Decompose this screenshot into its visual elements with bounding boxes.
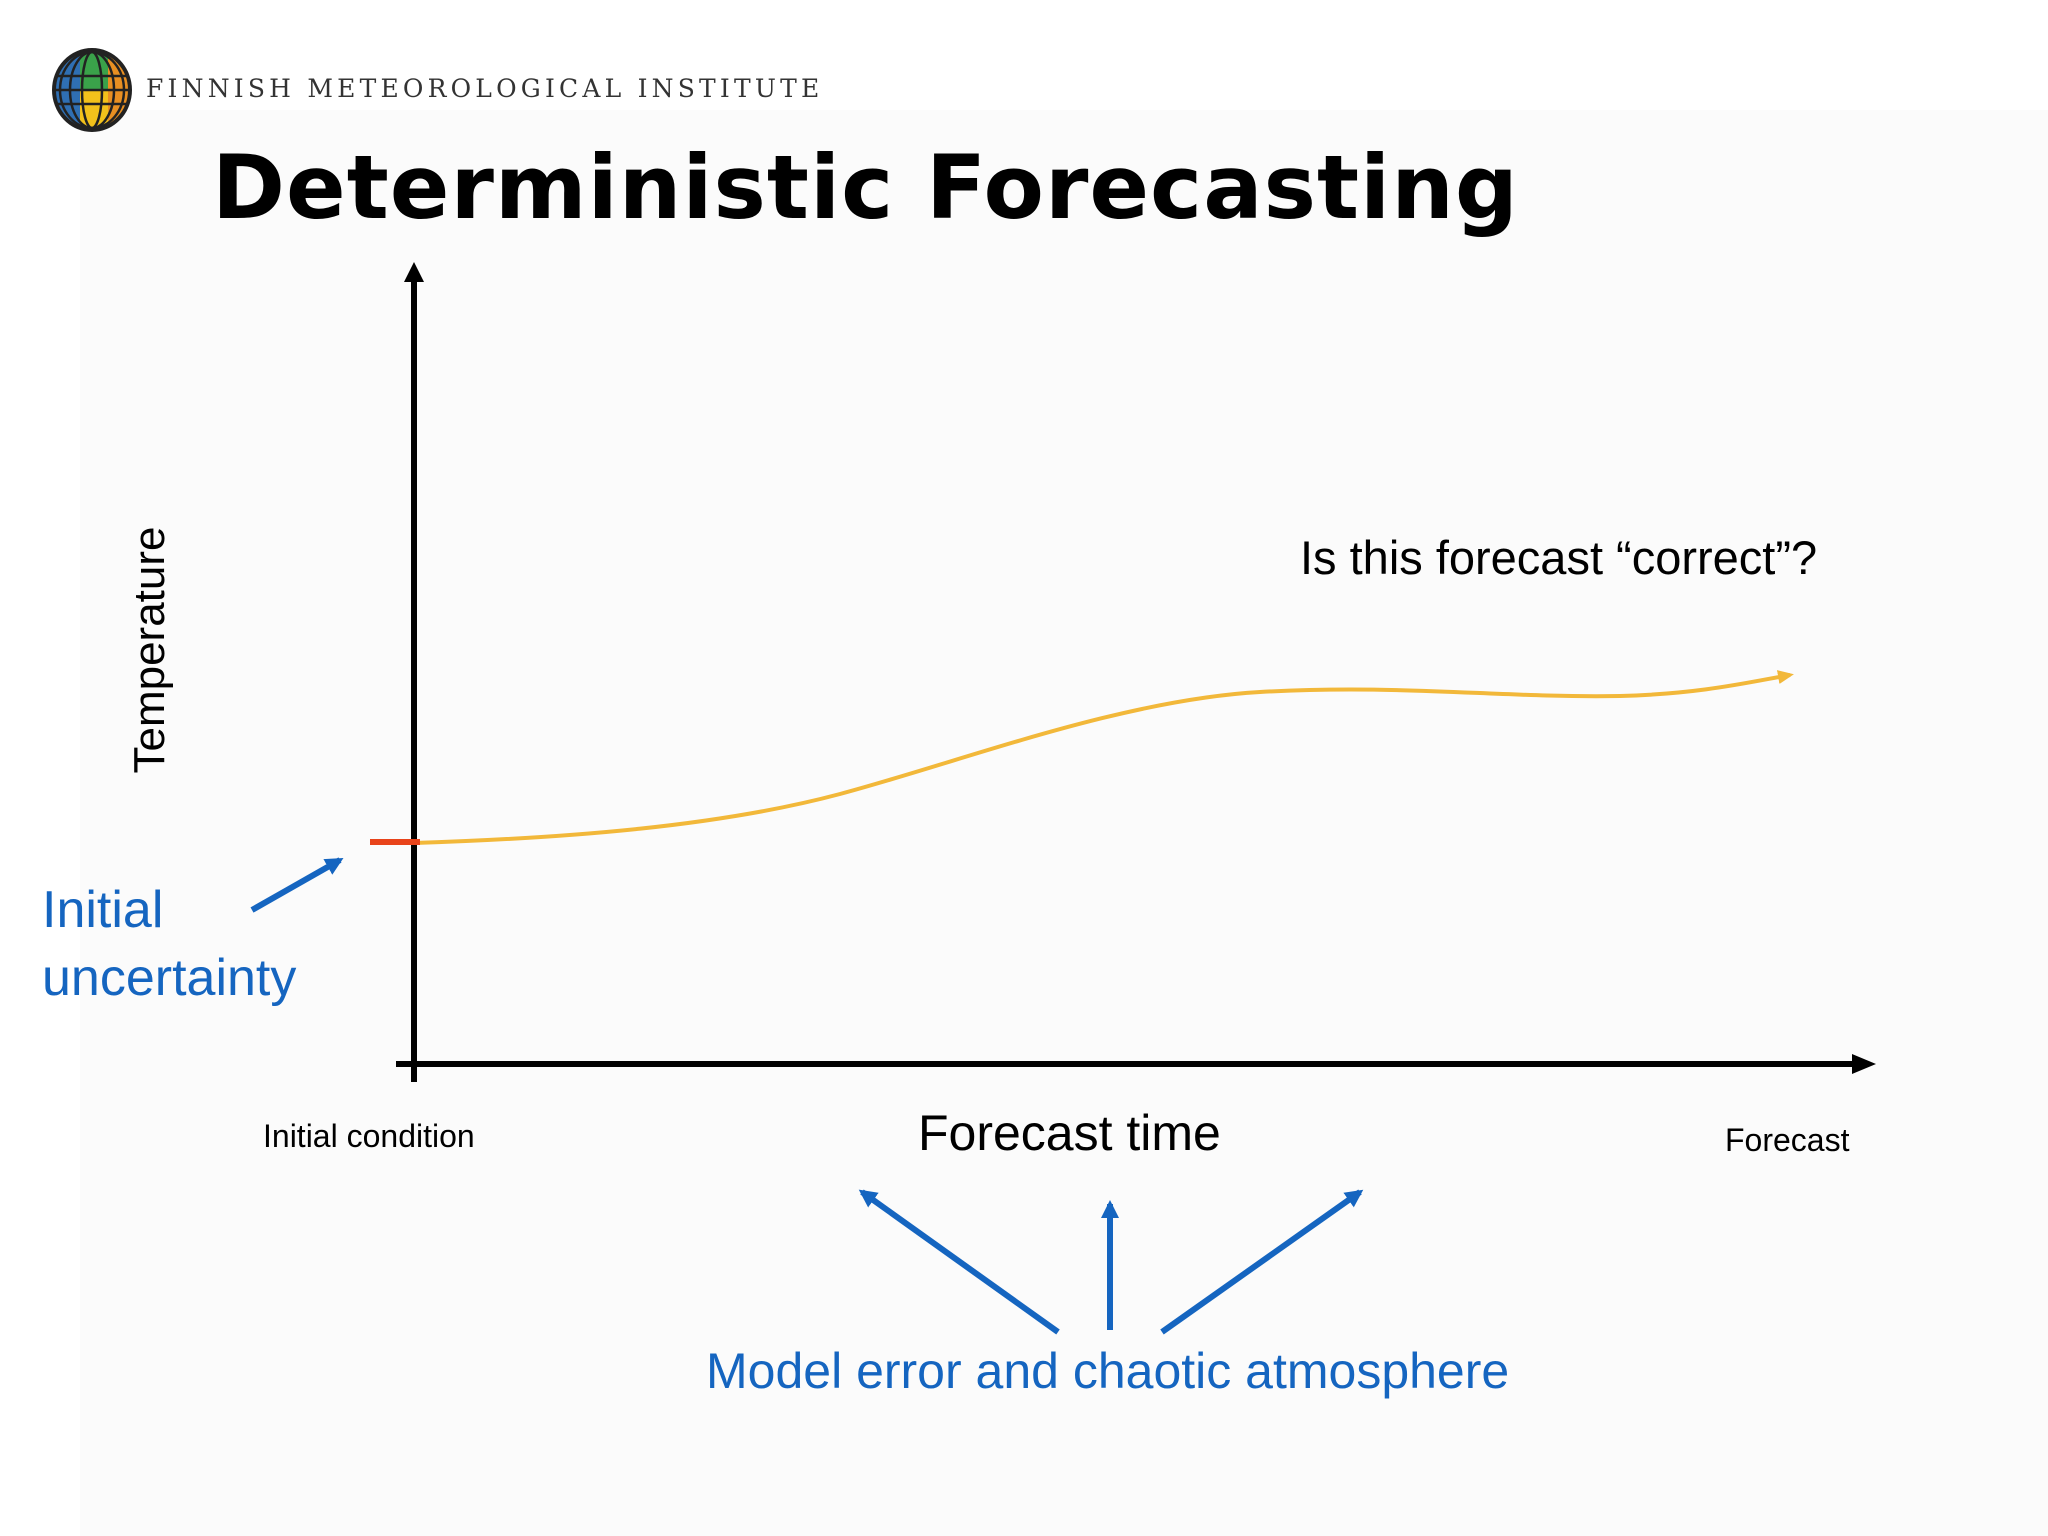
y-axis-arrowhead-icon [404,262,424,282]
forecast-curve [413,670,1794,845]
page-title: Deterministic Forecasting [212,136,1519,239]
initial-uncertainty-line-2: uncertainty [42,949,297,1007]
x-start-label: Initial condition [263,1118,475,1154]
initial-uncertainty-label: Initial uncertainty [42,876,296,1012]
organization-name: FINNISH METEOROLOGICAL INSTITUTE [146,74,824,103]
forecast-question: Is this forecast “correct”? [1300,531,1818,584]
initial-uncertainty-arrow [250,857,344,913]
x-axis-label: Forecast time [918,1105,1221,1161]
model-error-label: Model error and chaotic atmosphere [706,1343,1510,1399]
initial-uncertainty-line-1: Initial [42,881,164,939]
slide-background [80,110,2048,1536]
model-error-arrow-right [1160,1189,1364,1335]
model-error-arrow-left [858,1189,1060,1335]
fmi-logo-icon [52,48,132,132]
y-axis-label: Temperature [125,526,174,774]
x-end-label: Forecast [1725,1122,1850,1158]
x-axis-arrowhead-icon [1852,1054,1876,1074]
